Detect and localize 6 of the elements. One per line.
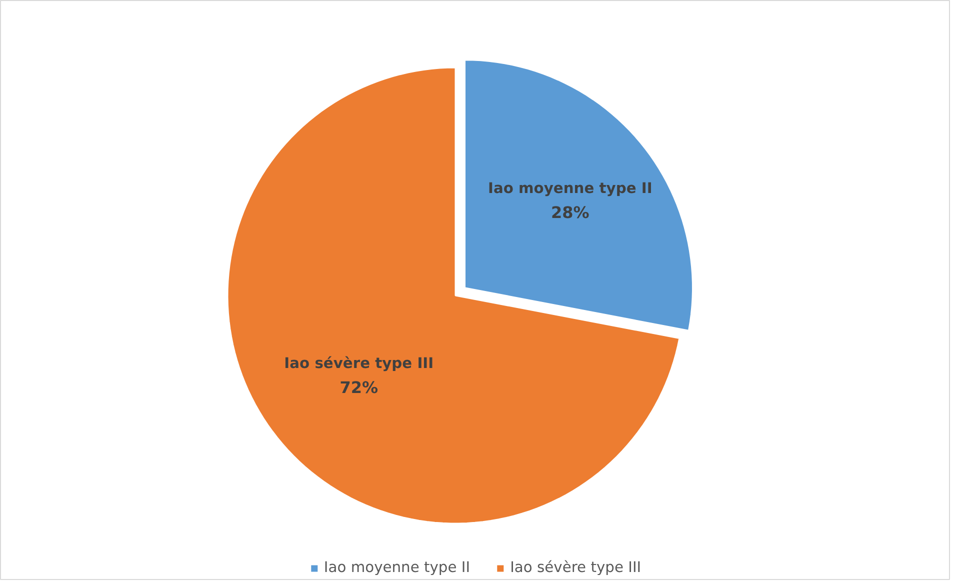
slice-label: Iao sévère type III [284, 354, 434, 372]
legend-label: Iao moyenne type II [324, 559, 470, 576]
slice-label: Iao moyenne type II [488, 180, 652, 198]
legend-label: Iao sévère type III [510, 559, 642, 576]
data-label: 28% [551, 203, 590, 222]
data-label: 72% [340, 378, 378, 397]
